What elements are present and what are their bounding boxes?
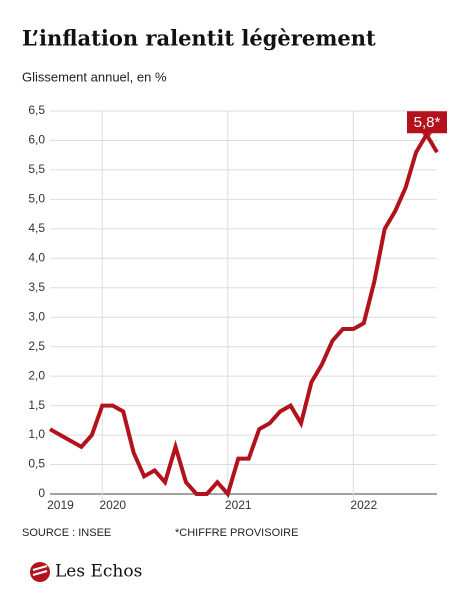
y-tick-label: 4,5 [28, 221, 45, 235]
y-tick-label: 5,0 [28, 192, 45, 206]
logo-icon-lines [32, 565, 48, 576]
y-tick-label: 2,5 [28, 339, 45, 353]
x-tick-label: 2019 [47, 498, 74, 512]
value-label-box [407, 111, 447, 134]
y-tick-label: 5,5 [28, 162, 45, 176]
line [49, 130, 439, 499]
value-label-pointer [422, 133, 432, 140]
x-tick-label: 2022 [350, 498, 377, 512]
y-tick-label: 2,0 [28, 368, 45, 382]
y-tick-label: 0,5 [28, 457, 45, 471]
source: SOURCE : INSEE [22, 527, 111, 539]
y-tick-label: 6,5 [28, 103, 45, 117]
brand-logo [30, 562, 50, 582]
y-tick-label: 3,5 [28, 280, 45, 294]
y-tick-label: 6,0 [28, 133, 45, 147]
y-tick-label: 3,0 [28, 309, 45, 323]
chart-subtitle: Glissement annuel, en % [22, 69, 167, 84]
chart-title: L’inflation ralentit légèrement [22, 26, 376, 51]
y-tick-label: 4,0 [28, 250, 45, 264]
x-tick-label: 2020 [99, 498, 126, 512]
y-tick-label: 0 [38, 486, 45, 500]
value-label: 5,8* [414, 114, 441, 131]
x-tick-label: 2021 [225, 498, 252, 512]
y-tick-label: 1,5 [28, 398, 45, 412]
brand: Les Echos [55, 562, 142, 582]
y-tick-label: 1,0 [28, 427, 45, 441]
note: *CHIFFRE PROVISOIRE [175, 527, 298, 539]
